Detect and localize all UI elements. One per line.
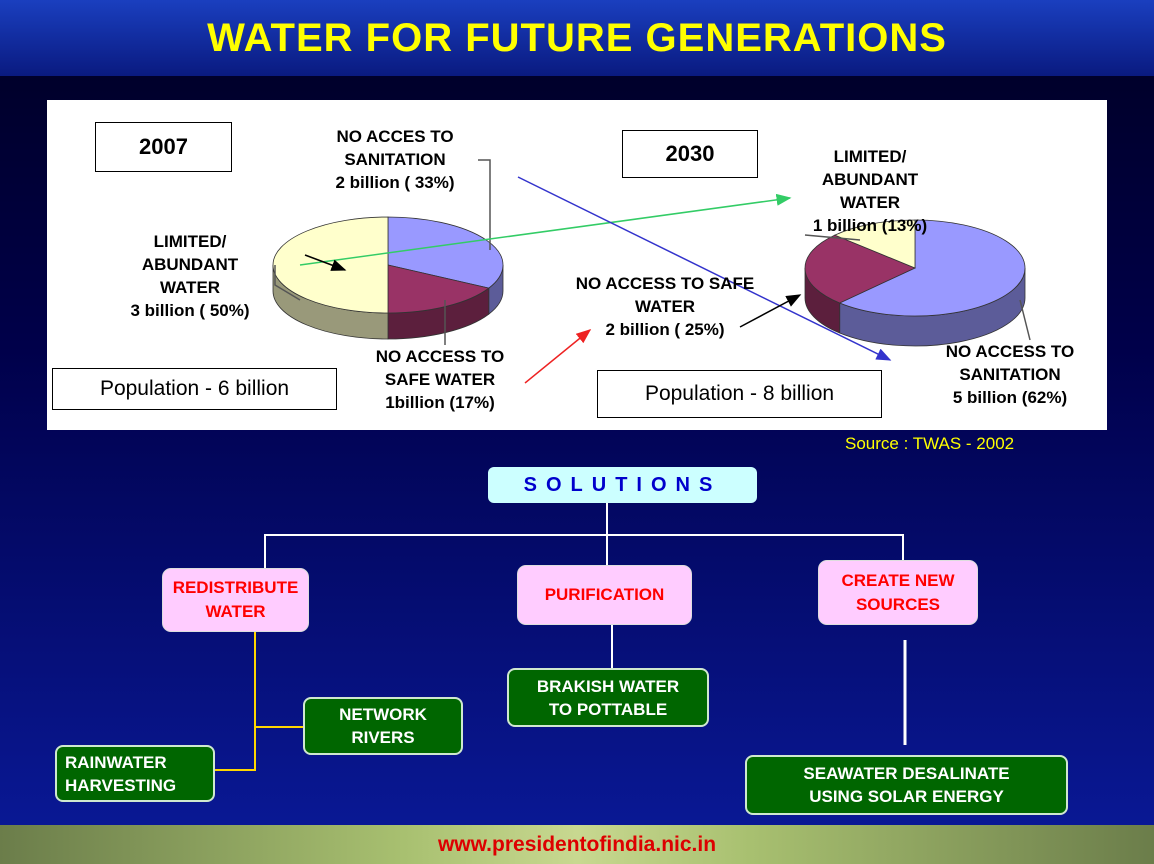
chart-title: 2030 [622,130,758,178]
chart-subtitle: Population - 6 billion [52,368,337,410]
category-label: NO ACCESS TO SAFE WATER [355,345,525,391]
category-label: LIMITED/ ABUNDANT WATER [800,145,940,214]
value-label: 5 billion (62%) [910,386,1110,409]
chart-title: 2007 [95,122,232,172]
value-label: 2 billion ( 25%) [575,318,755,341]
solution-node: CREATE NEW SOURCES [818,560,978,625]
value-label: 2 billion ( 33%) [308,171,483,194]
footer-url: www.presidentofindia.nic.in [438,833,716,857]
category-label: NO ACCES TO SANITATION [308,125,483,171]
solution-node: REDISTRIBUTE WATER [162,568,309,632]
slide: WATER FOR FUTURE GENERATIONS [0,0,1154,864]
solution-child: SEAWATER DESALINATE USING SOLAR ENERGY [745,755,1068,815]
value-label: 1 billion (13%) [800,214,940,237]
solution-child: NETWORK RIVERS [303,697,463,755]
source: Source : TWAS - 2002 [845,434,1014,454]
category-label: NO ACCESS TO SANITATION [910,340,1110,386]
solution-child: RAINWATER HARVESTING [55,745,215,802]
chart-subtitle: Population - 8 billion [597,370,882,418]
footer: www.presidentofindia.nic.in [0,825,1154,864]
solutions-title: SOLUTIONS [488,467,757,503]
solution-child: BRAKISH WATER TO POTTABLE [507,668,709,727]
category-label: LIMITED/ ABUNDANT WATER [120,230,260,299]
labels: 2007 Population - 6 billion NO ACCES TO SA… [0,0,1154,864]
value-label: 1billion (17%) [355,391,525,414]
value-label: 3 billion ( 50%) [120,299,260,322]
category-label: NO ACCESS TO SAFE WATER [575,272,755,318]
solution-node: PURIFICATION [517,565,692,625]
